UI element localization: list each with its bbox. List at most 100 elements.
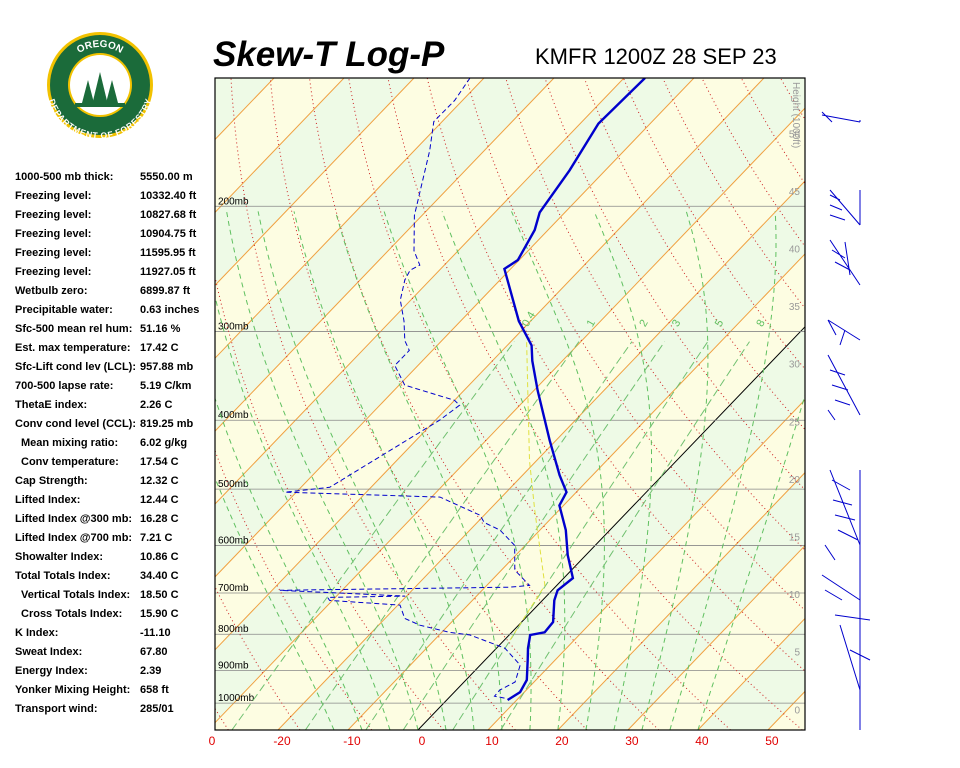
isobar-label: 700mb [218,583,249,594]
index-value: 2.26 C [140,399,172,411]
index-value: 12.44 C [140,494,179,506]
index-value: 658 ft [140,684,169,696]
logo-ground [75,103,125,107]
x-tick-label: -10 [343,734,361,748]
index-value: 67.80 [140,646,168,658]
index-value: 5550.00 m [140,171,193,183]
isotherm [215,78,555,432]
isotherm [417,326,805,730]
isotherm [215,107,805,724]
moist-adiabat [593,211,652,730]
wind-barb [829,189,861,226]
isobar-label: 600mb [218,535,249,546]
x-tick-label: 30 [625,734,639,748]
dry-adiabat [622,78,805,370]
isotherm [215,78,415,287]
dry-adiabat [898,78,960,730]
moist-adiabat [293,211,475,730]
index-label: Lifted Index: [15,494,80,506]
mixing-ratio-label: 2 [637,318,650,329]
dry-adiabat [230,78,516,730]
index-value: 819.25 mb [140,418,193,430]
index-label: Sweat Index: [15,646,82,658]
wind-barb [821,470,861,730]
wind-barb [824,469,861,561]
dry-adiabat [309,78,660,730]
index-value: 5.19 C/km [140,380,192,392]
x-tick-label: 10 [485,734,499,748]
x-tick-label: 0 [419,734,426,748]
mixing-ratio-line [452,341,709,730]
moist-adiabat [697,393,805,730]
x-tick-label: 40 [695,734,709,748]
index-label: Total Totals Index: [15,570,111,582]
logo-top-text: OREGON [75,39,125,56]
plot-area: 200mb 300mb 400mb 500mb 600mb 700mb 800mb 900mb… [215,78,960,730]
dry-adiabat [820,78,960,730]
index-value: 7.21 C [140,532,172,544]
index-label: Conv cond level (CCL): [15,418,136,430]
title: Skew-T Log-P [213,35,445,74]
index-value: 16.28 C [140,513,179,525]
index-value: 10827.68 ft [140,209,197,221]
index-value: 15.90 C [140,608,179,620]
station: KMFR 1200Z 28 SEP 23 [535,44,777,69]
index-value: 6.02 g/kg [140,437,187,449]
index-label: Yonker Mixing Height: [15,684,130,696]
profile [509,340,546,641]
x-tick-label: -20 [273,734,291,748]
index-value: 11595.95 ft [140,247,196,259]
dry-adiabat [937,78,960,730]
isotherm [215,78,345,214]
index-value: 11927.05 ft [140,266,196,278]
index-label: Energy Index: [15,665,88,677]
axes: 0 -20 -10 0 10 20 30 40 5005101520253035404550He… [209,82,801,748]
height-tick-label: 50 [789,129,801,140]
dry-adiabat [466,78,805,612]
mixing-ratio-label: 5 [713,318,726,329]
wind-barb [827,319,861,346]
index-label: Showalter Index: [15,551,103,563]
index-value: 957.88 mb [140,361,193,373]
height-tick-label: 45 [789,187,801,198]
x-tick-label: 20 [555,734,569,748]
index-label: Lifted Index @700 mb: [15,532,132,544]
index-label: ThetaE index: [15,399,87,411]
index-value: 0.63 inches [140,304,199,316]
x-tick-label: 0 [209,734,216,748]
index-label: Freezing level: [15,228,91,240]
index-value: 18.50 C [140,589,179,601]
index-label: Freezing level: [15,266,91,278]
height-axis-label: Height (1000ft) [790,82,801,148]
height-tick-label: 20 [789,475,801,486]
moist-adiabat [226,211,419,730]
height-tick-label: 40 [789,244,801,255]
wind-barbs [821,111,871,730]
index-label: 1000-500 mb thick: [15,171,113,183]
logo-tree [92,72,108,105]
index-label: Precipitable water: [15,304,113,316]
index-value: 285/01 [140,703,174,715]
isotherm [697,617,805,730]
logo-tree [82,80,94,103]
plot-frame [214,77,806,731]
index-label: Sfc-500 mean rel hum: [15,323,132,335]
index-value: 17.42 C [140,342,179,354]
height-tick-label: 35 [789,302,801,313]
isotherm [215,78,695,578]
index-label: Wetbulb zero: [15,285,88,297]
isobar-label: 500mb [218,479,249,490]
mixing-ratio-line [402,341,666,730]
isotherm [487,399,805,730]
index-label: Vertical Totals Index: [21,589,130,601]
profile [503,78,646,702]
index-value: 51.16 % [140,323,181,335]
isotherm [347,253,805,730]
moist-adiabat [441,211,566,730]
mixing-ratio-line [500,341,750,730]
mixing-ratio-label: 3 [670,318,683,329]
isotherm [215,78,625,505]
height-tick-label: 30 [789,360,801,371]
index-label: Mean mixing ratio: [21,437,118,449]
index-value: -11.10 [140,627,171,639]
